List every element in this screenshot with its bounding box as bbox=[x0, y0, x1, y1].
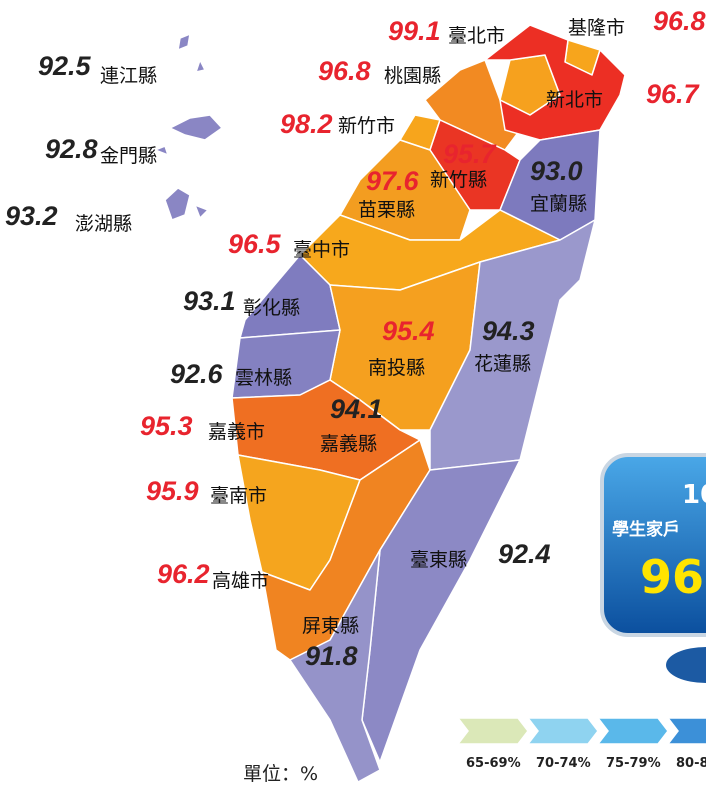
region-shape bbox=[195, 59, 206, 73]
panel-line1: 10 bbox=[682, 480, 706, 510]
region-value: 95.3 bbox=[140, 411, 193, 441]
region-value: 92.6 bbox=[170, 359, 224, 389]
region-value: 97.6 bbox=[366, 166, 420, 196]
region-name: 基隆市 bbox=[568, 17, 625, 39]
region-value: 91.8 bbox=[305, 641, 358, 671]
region-name: 雲林縣 bbox=[235, 367, 292, 389]
region-value: 92.5 bbox=[38, 51, 92, 81]
region-shape bbox=[289, 549, 381, 783]
region-value: 96.8 bbox=[318, 56, 371, 86]
region-shape bbox=[154, 145, 169, 156]
region-name: 高雄市 bbox=[212, 570, 269, 592]
region-value: 99.1 bbox=[388, 16, 441, 46]
panel-stand bbox=[666, 647, 706, 683]
region-value: 95.9 bbox=[146, 476, 199, 506]
region-name: 宜蘭縣 bbox=[530, 193, 587, 215]
region-name: 澎湖縣 bbox=[75, 213, 132, 235]
region-value: 95.7 bbox=[443, 139, 498, 169]
legend-swatch bbox=[596, 717, 669, 745]
region-value: 96.2 bbox=[157, 559, 210, 589]
region-name: 連江縣 bbox=[100, 65, 157, 87]
region-shape bbox=[177, 33, 191, 51]
region-shape bbox=[424, 59, 521, 151]
region-value: 93.2 bbox=[5, 201, 58, 231]
region-name: 嘉義縣 bbox=[320, 433, 377, 455]
region-value: 93.0 bbox=[530, 156, 583, 186]
region-name: 花蓮縣 bbox=[474, 353, 531, 375]
region-name: 屏東縣 bbox=[302, 615, 359, 637]
region-name: 彰化縣 bbox=[243, 297, 300, 319]
region-name: 臺東縣 bbox=[410, 549, 467, 571]
region-name: 臺中市 bbox=[293, 239, 350, 261]
legend-swatch bbox=[456, 717, 529, 745]
region-name: 臺北市 bbox=[448, 25, 505, 47]
regions bbox=[154, 24, 626, 783]
region-name: 嘉義市 bbox=[208, 421, 265, 443]
region-value: 94.1 bbox=[330, 394, 383, 424]
legend-label: 65-69% bbox=[466, 756, 521, 771]
legend-label: 80-8 bbox=[676, 756, 706, 771]
labels: 92.5 連江縣 92.8 金門縣 93.2 澎湖縣 99.1 臺北市 96.8 基隆市 96.8 桃… bbox=[5, 6, 706, 671]
panel-screen bbox=[600, 453, 706, 637]
region-name: 新北市 bbox=[546, 89, 603, 111]
region-shape bbox=[169, 114, 223, 141]
panel-line2: 學生家戶 bbox=[612, 519, 680, 540]
region-value: 92.4 bbox=[498, 539, 551, 569]
unit-label: 單位：% bbox=[243, 763, 318, 785]
legend: 65-69% 70-74% 75-79% 80-8 bbox=[456, 717, 706, 771]
region-name: 新竹市 bbox=[338, 115, 395, 137]
region-value: 96.5 bbox=[228, 229, 282, 259]
region-name: 南投縣 bbox=[368, 357, 425, 379]
region-value: 96.7 bbox=[646, 79, 701, 109]
region-name: 金門縣 bbox=[100, 145, 157, 167]
region-value: 98.2 bbox=[280, 109, 333, 139]
panel: 10 學生家戶 96 bbox=[600, 453, 706, 683]
region-name: 苗栗縣 bbox=[358, 199, 415, 221]
region-name: 桃園縣 bbox=[384, 65, 441, 87]
region-shape bbox=[164, 187, 191, 221]
region-name: 新竹縣 bbox=[430, 169, 487, 191]
legend-swatch bbox=[526, 717, 599, 745]
region-shape bbox=[194, 204, 209, 219]
legend-label: 75-79% bbox=[606, 756, 661, 771]
region-value: 92.8 bbox=[45, 134, 98, 164]
region-value: 96.8 bbox=[653, 6, 706, 36]
region-shape bbox=[429, 219, 596, 471]
region-name: 臺南市 bbox=[210, 485, 267, 507]
region-value: 95.4 bbox=[382, 316, 435, 346]
legend-swatch bbox=[666, 717, 706, 745]
legend-label: 70-74% bbox=[536, 756, 591, 771]
region-value: 93.1 bbox=[183, 286, 236, 316]
region-value: 94.3 bbox=[482, 316, 535, 346]
panel-big: 96 bbox=[640, 550, 704, 604]
